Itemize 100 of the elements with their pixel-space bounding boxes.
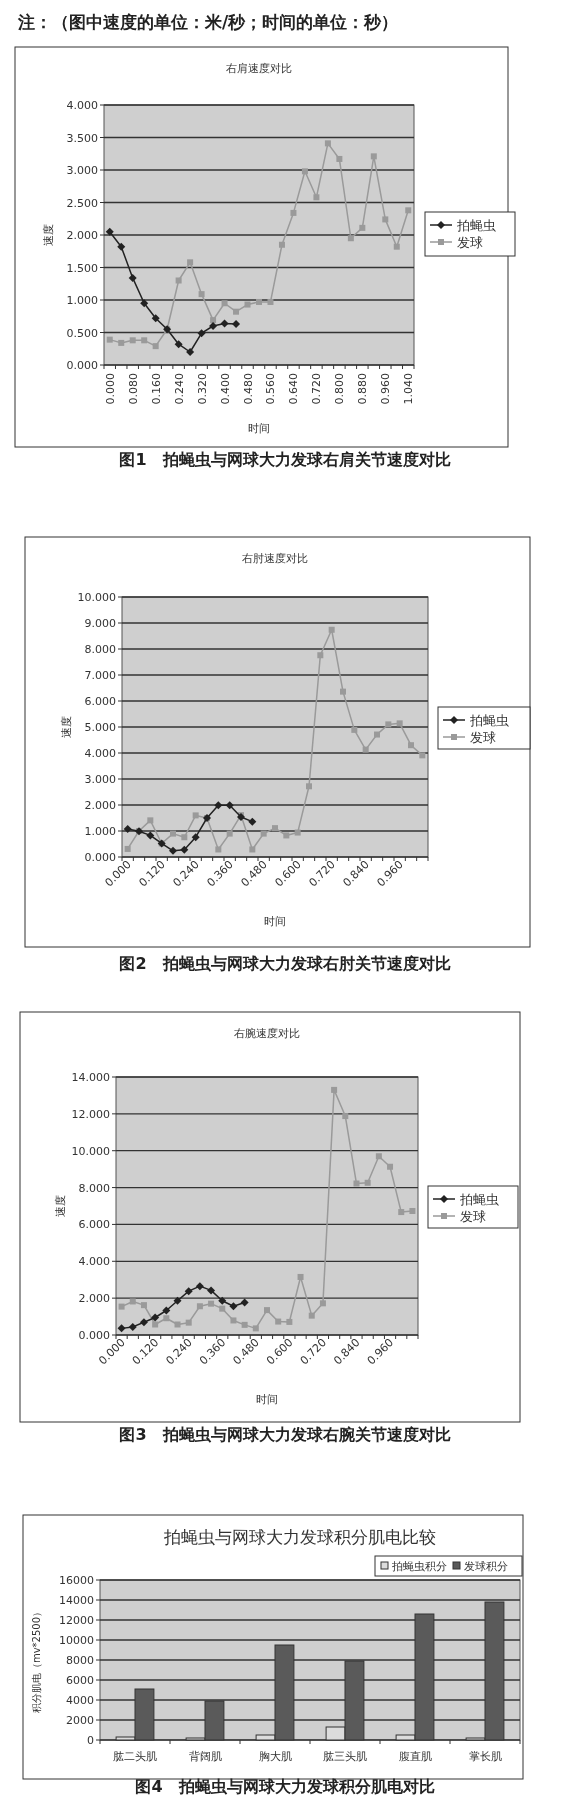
point [147,817,154,824]
y-tick-label: 4.000 [66,99,98,112]
x-tick-label: 1.040 [402,373,416,405]
point [175,277,182,284]
y-tick-label: 0.500 [66,326,98,340]
point [351,726,358,733]
point [215,846,222,853]
point [163,1315,170,1322]
chart-title: 右肘速度对比 [242,552,308,565]
y-tick-label: 0 [87,1734,94,1747]
point [220,319,229,328]
point [359,224,366,231]
y-tick-label: 9.000 [84,617,116,630]
point [117,242,126,251]
point [313,194,320,201]
point [141,337,148,344]
caption: 图1 拍蝇虫与网球大力发球右肩关节速度对比 [119,450,451,469]
point [419,752,426,759]
x-tick-label: 肱三头肌 [323,1750,367,1763]
y-tick-label: 14.000 [71,1071,110,1084]
point [308,1312,315,1319]
x-tick-label: 0.160 [149,373,163,405]
caption: 图3 拍蝇虫与网球大力发球右腕关节速度对比 [119,1425,451,1444]
y-tick-label: 4.000 [78,1255,110,1269]
y-tick-label: 16000 [59,1574,94,1587]
point [408,742,414,749]
point [140,299,149,308]
point [324,140,331,147]
x-axis-title: 时间 [248,422,270,435]
y-axis-title: 积分肌电（mv*2500） [31,1606,42,1714]
point [139,1318,148,1327]
point [249,846,256,853]
y-tick-label: 6.000 [78,1218,110,1232]
point [336,155,343,162]
x-tick-label: 腹直肌 [398,1750,432,1763]
point [129,1298,136,1305]
point [328,626,335,633]
point [105,227,114,236]
point [219,1305,226,1312]
y-tick-label: 2.500 [66,196,98,210]
point [169,846,177,855]
legend-label: 发球积分 [464,1560,508,1573]
x-tick-label: 0.240 [172,373,186,405]
point [128,1322,137,1331]
point [208,1300,215,1307]
point [370,153,377,160]
point [398,1209,405,1216]
legend-label: 拍蝇虫 [459,1192,499,1207]
point [209,322,218,330]
x-tick-label: 肱二头肌 [113,1750,157,1763]
point [347,235,354,242]
point [382,216,389,223]
point [393,243,400,250]
point [364,1179,371,1186]
y-tick-label: 8.000 [78,1181,110,1195]
caption: 图4 拍蝇虫与网球大力发球积分肌电对比 [135,1777,435,1796]
x-tick-label: 0.880 [356,373,370,405]
point [385,721,392,728]
point [151,1313,160,1322]
point [342,1113,349,1120]
point [230,1317,237,1324]
x-tick-label: 0.320 [195,373,209,405]
legend-label: 发球 [470,730,496,745]
point [290,209,297,216]
point [319,1300,326,1307]
point [240,1298,249,1307]
point [260,830,267,837]
legend-label: 发球 [460,1209,486,1224]
point [232,320,241,329]
point [170,830,176,837]
y-tick-label: 2000 [66,1714,94,1727]
x-tick-label: 0.400 [218,373,232,405]
x-axis-title: 时间 [256,1393,278,1406]
point [187,259,194,266]
y-tick-label: 8.000 [84,643,116,656]
point [229,1302,238,1311]
x-tick-label: 0.560 [264,373,278,405]
point [118,339,125,346]
chart-title: 右腕速度对比 [234,1027,300,1040]
point [214,801,223,810]
point [294,829,301,836]
point [409,1207,416,1214]
point [185,1319,192,1326]
y-tick-label: 1.000 [84,825,116,838]
y-tick-label: 3.500 [66,131,98,145]
point [317,652,324,659]
point [210,317,217,324]
point [174,340,183,349]
point [207,1286,216,1295]
point [197,329,206,338]
legend-label: 拍蝇虫 [456,218,496,233]
y-axis-title: 速度 [54,1195,67,1217]
y-tick-label: 5.000 [84,721,116,734]
point [106,336,113,343]
point [374,731,380,738]
y-tick-label: 3.000 [84,773,116,786]
point [283,832,290,839]
point [362,746,369,753]
point [297,1273,304,1280]
y-tick-label: 3.000 [66,164,98,177]
